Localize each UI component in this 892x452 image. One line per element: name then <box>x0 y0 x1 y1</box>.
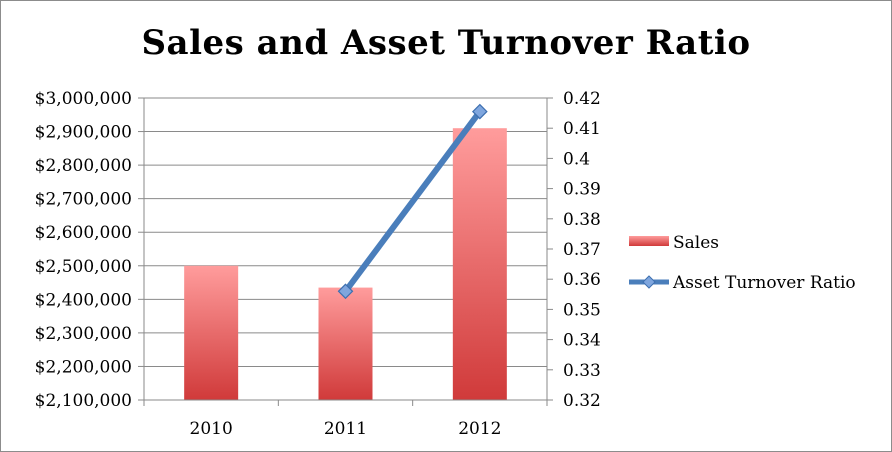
sales-bar <box>318 287 373 400</box>
chart-title: Sales and Asset Turnover Ratio <box>141 23 751 63</box>
y-right-tick-label: 0.35 <box>563 300 601 320</box>
y-right-tick-label: 0.38 <box>563 210 601 230</box>
sales-bar <box>452 128 507 400</box>
y-left-tick-label: $2,600,000 <box>35 223 132 243</box>
sales-bar <box>184 265 239 400</box>
asset-turnover-point <box>337 283 354 300</box>
legend-label-asset-turnover: Asset Turnover Ratio <box>672 273 856 293</box>
y-right-tick-label: 0.39 <box>563 180 601 200</box>
y-left-tick-label: $2,200,000 <box>35 357 132 377</box>
y-right-tick-label: 0.37 <box>563 240 601 260</box>
x-tick-label: 2010 <box>190 419 233 439</box>
y-left-tick-label: $2,100,000 <box>35 391 132 411</box>
legend-label-sales: Sales <box>673 233 719 253</box>
y-right-tick-label: 0.34 <box>563 331 601 351</box>
y-left-tick-label: $2,300,000 <box>35 324 132 344</box>
x-tick-label: 2012 <box>458 419 501 439</box>
asset-turnover-point <box>471 103 488 120</box>
y-left-tick-label: $2,400,000 <box>35 290 132 310</box>
y-left-tick-label: $3,000,000 <box>35 89 132 109</box>
y-right-tick-label: 0.33 <box>563 361 601 381</box>
y-right-tick-label: 0.42 <box>563 89 601 109</box>
y-right-tick-label: 0.41 <box>563 119 601 139</box>
y-right-tick-label: 0.36 <box>563 270 601 290</box>
legend-marker-asset-turnover <box>642 275 656 289</box>
y-left-tick-label: $2,800,000 <box>35 156 132 176</box>
y-right-tick-label: 0.4 <box>563 149 590 169</box>
legend-swatch-sales <box>629 236 669 246</box>
asset-turnover-line <box>342 108 483 295</box>
y-left-tick-label: $2,500,000 <box>35 257 132 277</box>
y-left-tick-label: $2,900,000 <box>35 123 132 143</box>
y-right-tick-label: 0.32 <box>563 391 601 411</box>
x-tick-label: 2011 <box>324 419 367 439</box>
y-left-tick-label: $2,700,000 <box>35 190 132 210</box>
